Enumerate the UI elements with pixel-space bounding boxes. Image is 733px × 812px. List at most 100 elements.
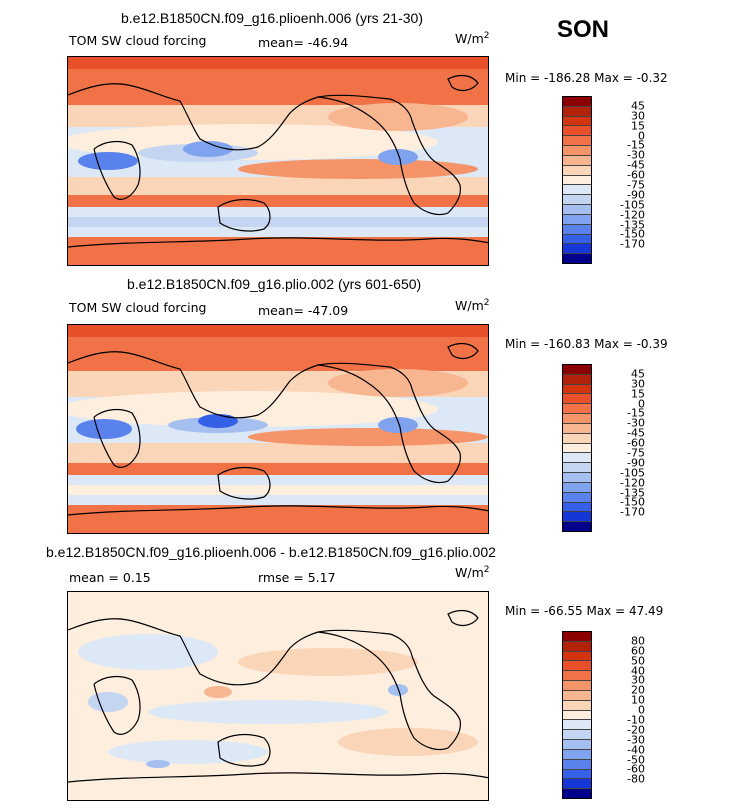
colorbar-swatch bbox=[563, 433, 591, 444]
colorbar-tick: -15 bbox=[627, 406, 645, 420]
colorbar-swatch bbox=[563, 205, 591, 215]
colorbar-tick: -90 bbox=[627, 188, 645, 202]
colorbar-ticks: 45 30 15 0 -15 -30 -45 -60 -75 -90 -105 … bbox=[597, 96, 657, 264]
mean-label: mean= -47.09 bbox=[258, 303, 349, 318]
mean-label: mean = 0.15 bbox=[69, 570, 151, 585]
colorbar-tick: -135 bbox=[620, 486, 645, 499]
colorbar-swatch bbox=[563, 116, 591, 127]
colorbar-tick: -60 bbox=[627, 436, 645, 450]
colorbar-tick: -75 bbox=[627, 446, 645, 460]
colorbar-swatch bbox=[563, 126, 591, 137]
colorbar-swatch bbox=[563, 234, 591, 245]
mean-label: mean= -46.94 bbox=[258, 35, 349, 50]
colorbar-tick: -30 bbox=[627, 733, 645, 747]
colorbar-swatch bbox=[563, 443, 591, 454]
colorbar-tick: -60 bbox=[627, 168, 645, 182]
colorbar-swatch bbox=[563, 789, 591, 799]
colorbar-swatch bbox=[563, 365, 591, 375]
colorbar-swatch bbox=[563, 224, 591, 235]
variable-label: TOM SW cloud forcing bbox=[69, 300, 207, 315]
colorbar-tick: -170 bbox=[620, 237, 645, 251]
colorbar-tick: 30 bbox=[631, 377, 645, 391]
colorbar-tick: -30 bbox=[627, 416, 645, 430]
colorbar-swatch bbox=[563, 244, 591, 255]
global-map bbox=[67, 591, 489, 801]
colorbar-tick: -40 bbox=[627, 743, 645, 757]
colorbar-tick: 30 bbox=[631, 109, 645, 123]
colorbar-tick: -10 bbox=[627, 713, 645, 727]
colorbar-swatch bbox=[563, 632, 591, 642]
panel-title: b.e12.B1850CN.f09_g16.plio.002 (yrs 601-… bbox=[127, 276, 422, 292]
colorbar-swatch bbox=[563, 749, 591, 760]
colorbar-tick: 50 bbox=[631, 654, 645, 668]
global-map bbox=[67, 56, 489, 266]
colorbar-swatch bbox=[563, 404, 591, 415]
colorbar-tick: -170 bbox=[620, 505, 645, 519]
colorbar-tick: 30 bbox=[631, 673, 645, 687]
units-label: W/m2 bbox=[455, 298, 490, 314]
colorbar-swatch bbox=[563, 492, 591, 503]
colorbar-swatch bbox=[563, 384, 591, 395]
colorbar-tick: 15 bbox=[631, 119, 645, 133]
colorbar-swatch bbox=[563, 165, 591, 176]
colorbar-swatch bbox=[563, 414, 591, 424]
colorbar-tick: 10 bbox=[631, 693, 645, 707]
colorbar-swatch bbox=[563, 482, 591, 493]
colorbar-tick: 60 bbox=[631, 644, 645, 658]
colorbar-swatch bbox=[563, 254, 591, 264]
colorbar-swatch bbox=[563, 681, 591, 691]
colorbar-tick: -20 bbox=[627, 723, 645, 737]
colorbar-tick: 80 bbox=[631, 634, 645, 648]
colorbar-swatch bbox=[563, 522, 591, 532]
colorbar-tick: -45 bbox=[627, 158, 645, 172]
colorbar-swatch bbox=[563, 155, 591, 166]
colorbar-tick: 15 bbox=[631, 387, 645, 401]
season-label: SON bbox=[557, 16, 610, 43]
colorbar-swatch bbox=[563, 106, 591, 117]
colorbar-tick: -80 bbox=[627, 772, 645, 786]
colorbar-swatch bbox=[563, 720, 591, 731]
colorbar-swatch bbox=[563, 740, 591, 750]
colorbar-swatch bbox=[563, 690, 591, 701]
colorbar-tick: 20 bbox=[631, 683, 645, 697]
colorbar-tick: -90 bbox=[627, 456, 645, 470]
colorbar-swatch bbox=[563, 730, 591, 741]
colorbar-tick: -60 bbox=[627, 762, 645, 776]
colorbar-tick: -30 bbox=[627, 148, 645, 162]
map-field bbox=[68, 57, 488, 265]
colorbar-swatch bbox=[563, 661, 591, 672]
colorbar-swatch bbox=[563, 394, 591, 405]
colorbar-swatch bbox=[563, 700, 591, 711]
colorbar-tick: -105 bbox=[620, 198, 645, 212]
units-label: W/m2 bbox=[455, 31, 490, 47]
colorbar-swatch bbox=[563, 512, 591, 523]
colorbar-tick: -120 bbox=[620, 476, 645, 490]
colorbar-swatch bbox=[563, 453, 591, 464]
colorbar-swatch bbox=[563, 97, 591, 107]
colorbar-swatch bbox=[563, 146, 591, 156]
colorbar-tick: 0 bbox=[638, 703, 645, 717]
colorbar-tick: -105 bbox=[620, 466, 645, 480]
colorbar bbox=[562, 364, 592, 532]
colorbar-tick: -45 bbox=[627, 426, 645, 440]
min-max-label: Min = -66.55 Max = 47.49 bbox=[505, 604, 664, 618]
colorbar-swatch bbox=[563, 779, 591, 790]
min-max-label: Min = -186.28 Max = -0.32 bbox=[505, 71, 668, 85]
colorbar-ticks: 45 30 15 0 -15 -30 -45 -60 -75 -90 -105 … bbox=[597, 364, 657, 532]
colorbar-swatch bbox=[563, 136, 591, 147]
colorbar-swatch bbox=[563, 759, 591, 770]
colorbar-tick: -50 bbox=[627, 753, 645, 766]
map-field bbox=[68, 592, 488, 800]
colorbar-tick: -150 bbox=[620, 227, 645, 241]
colorbar-tick: 0 bbox=[638, 129, 645, 142]
colorbar bbox=[562, 96, 592, 264]
colorbar-swatch bbox=[563, 651, 591, 662]
colorbar-tick: 45 bbox=[631, 99, 645, 113]
panel-title: b.e12.B1850CN.f09_g16.plioenh.006 - b.e1… bbox=[46, 544, 496, 560]
units-label: W/m2 bbox=[455, 565, 490, 581]
colorbar bbox=[562, 631, 592, 799]
colorbar-swatch bbox=[563, 214, 591, 225]
colorbar-tick: -15 bbox=[627, 138, 645, 152]
colorbar-tick: 0 bbox=[638, 397, 645, 410]
map-field bbox=[68, 325, 488, 533]
